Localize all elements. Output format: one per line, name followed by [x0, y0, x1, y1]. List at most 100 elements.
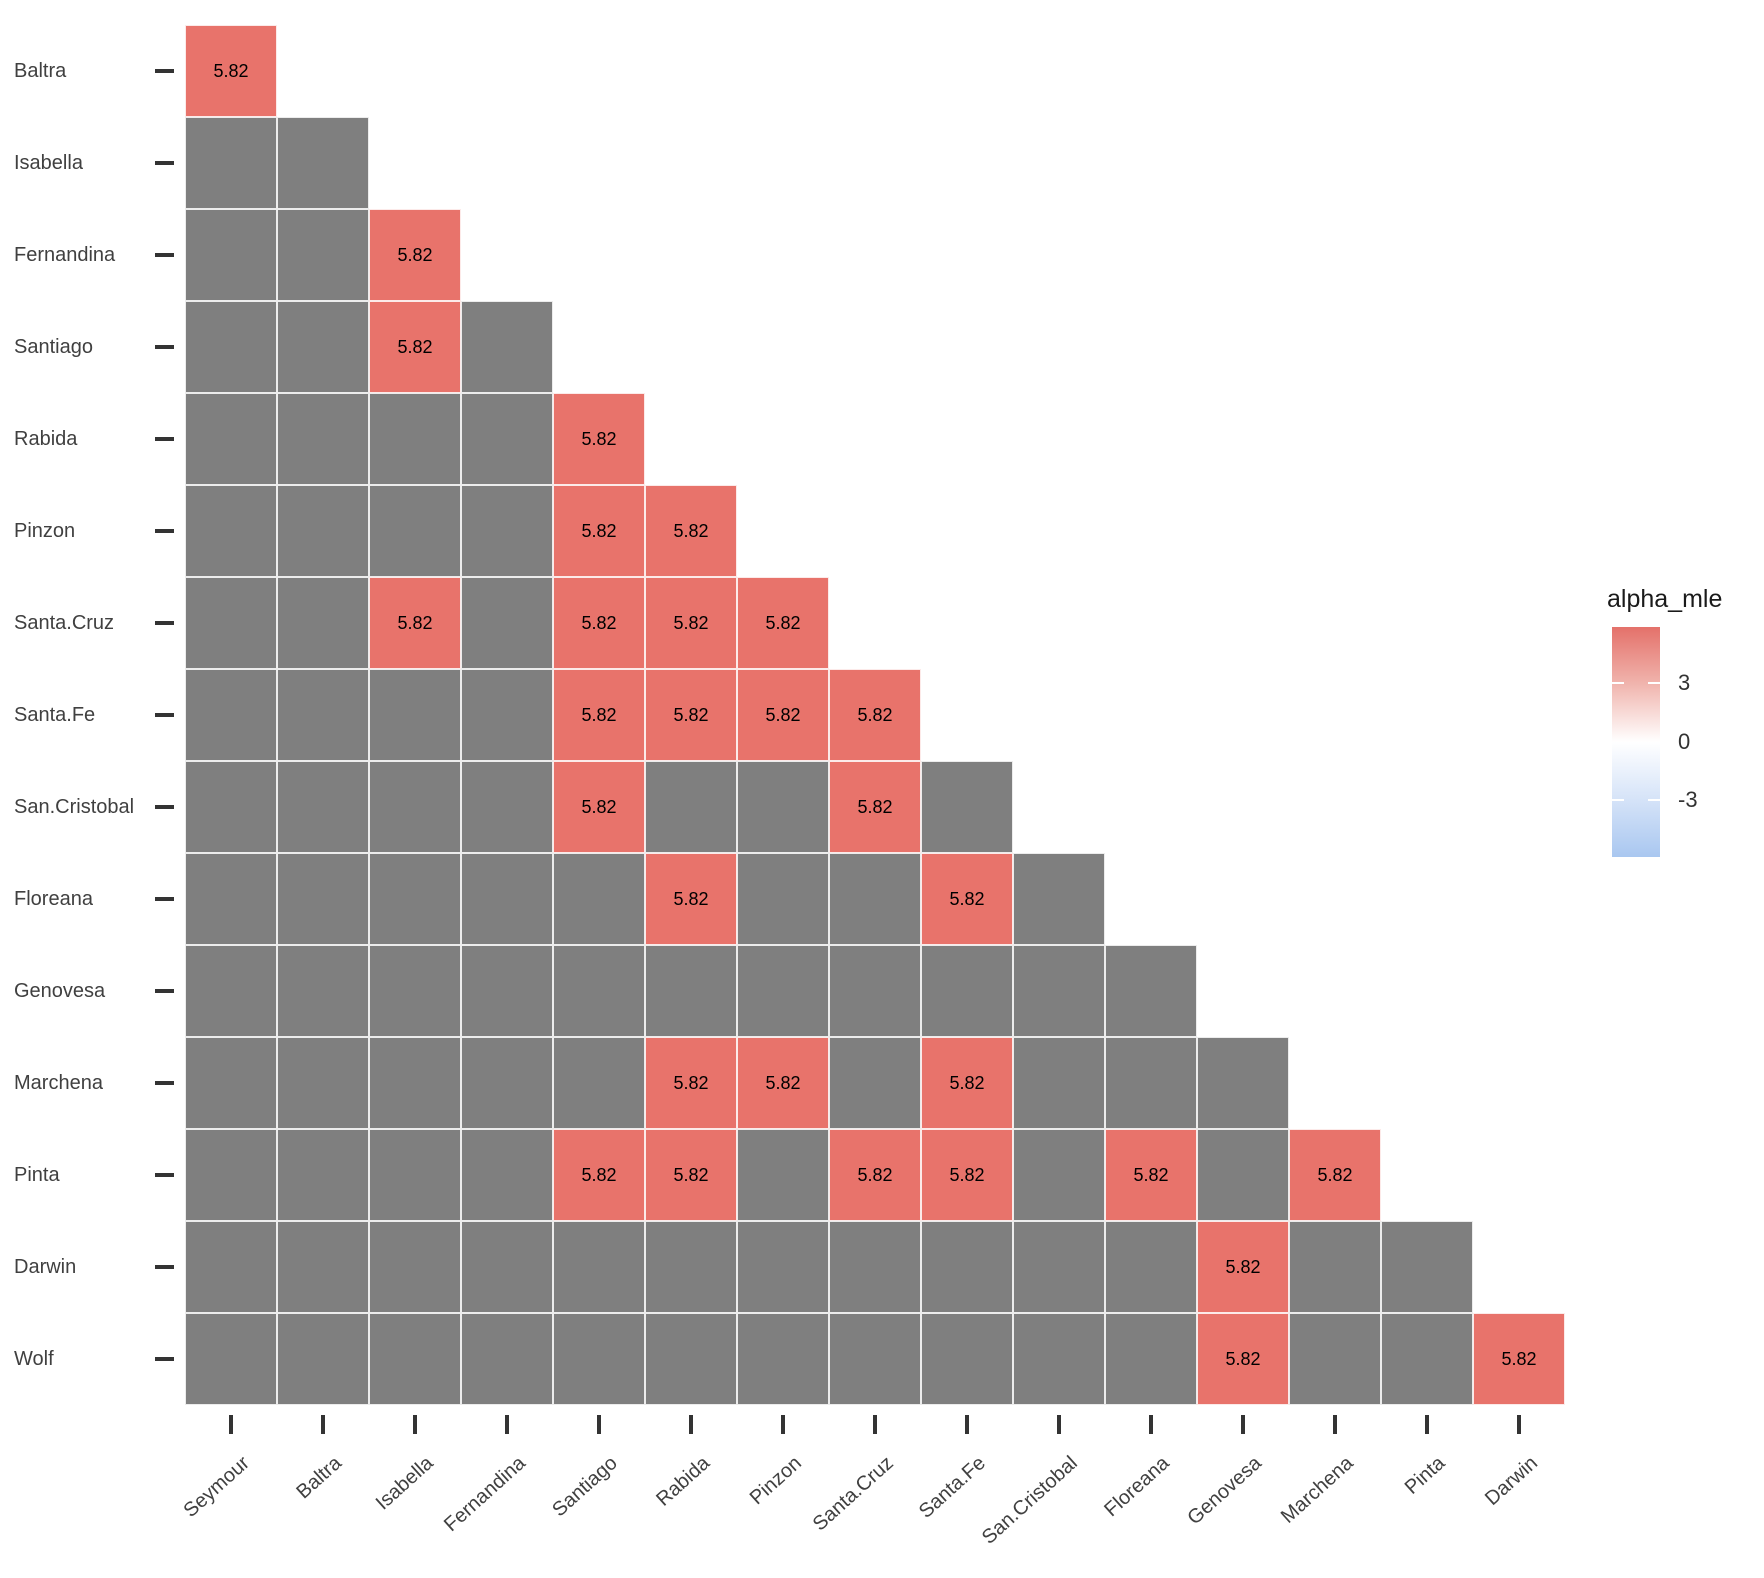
heatmap-cell [277, 1313, 369, 1405]
heatmap-cell [461, 945, 553, 1037]
cell-value-label: 5.82 [1133, 1164, 1169, 1185]
heatmap-cell: 5.82 [553, 485, 645, 577]
x-axis-label: Santiago [548, 1452, 622, 1522]
heatmap-cell [185, 1221, 277, 1313]
cell-value-label: 5.82 [581, 428, 617, 449]
heatmap-cell [553, 1221, 645, 1313]
heatmap-cell [185, 761, 277, 853]
x-axis-label: Marchena [1276, 1452, 1358, 1528]
heatmap-cell [461, 669, 553, 761]
x-axis-label: San.Cristobal [977, 1452, 1082, 1549]
y-axis-tick [155, 713, 174, 717]
heatmap-cell [185, 117, 277, 209]
heatmap-cell [369, 1313, 461, 1405]
heatmap-cell [369, 393, 461, 485]
cell-value-label: 5.82 [765, 1072, 801, 1093]
heatmap-cell: 5.82 [553, 1129, 645, 1221]
cell-value-label: 5.82 [213, 60, 249, 81]
heatmap-cell: 5.82 [645, 1037, 737, 1129]
heatmap-cell: 5.82 [553, 393, 645, 485]
heatmap-cell [553, 945, 645, 1037]
cell-value-label: 5.82 [581, 1164, 617, 1185]
cell-value-label: 5.82 [673, 704, 709, 725]
x-axis-tick [1333, 1415, 1337, 1434]
y-axis-tick [155, 253, 174, 257]
y-axis-label: Pinta [14, 1163, 60, 1186]
legend-tick-label: 3 [1678, 669, 1691, 695]
cell-value-label: 5.82 [673, 612, 709, 633]
x-axis-tick [1057, 1415, 1061, 1434]
heatmap-cell [277, 853, 369, 945]
heatmap-cell [461, 1313, 553, 1405]
cell-value-label: 5.82 [1225, 1256, 1261, 1277]
heatmap-cell [829, 853, 921, 945]
heatmap-cell: 5.82 [645, 577, 737, 669]
x-axis-label: Baltra [292, 1452, 346, 1504]
heatmap-cell [369, 669, 461, 761]
cell-value-label: 5.82 [397, 612, 433, 633]
y-axis-tick [155, 989, 174, 993]
heatmap-cell [737, 1313, 829, 1405]
heatmap-cell [461, 393, 553, 485]
heatmap-cell [553, 853, 645, 945]
heatmap-cell [461, 853, 553, 945]
x-axis-tick [1149, 1415, 1153, 1434]
x-axis-tick [1241, 1415, 1245, 1434]
heatmap-cell: 5.82 [553, 669, 645, 761]
heatmap-cell: 5.82 [645, 1129, 737, 1221]
cell-value-label: 5.82 [765, 612, 801, 633]
heatmap-cell: 5.82 [1473, 1313, 1565, 1405]
y-axis-label: Darwin [14, 1255, 77, 1278]
x-axis-label: Genovesa [1183, 1452, 1266, 1530]
y-axis-tick [155, 69, 174, 73]
heatmap-cell: 5.82 [369, 301, 461, 393]
heatmap-cell [461, 761, 553, 853]
heatmap-cell [1105, 1313, 1197, 1405]
x-axis-tick [505, 1415, 509, 1434]
heatmap-cell: 5.82 [553, 577, 645, 669]
heatmap-cell [277, 393, 369, 485]
heatmap-cell [1289, 1221, 1381, 1313]
heatmap-cell [829, 945, 921, 1037]
heatmap-cell [1013, 1221, 1105, 1313]
x-axis-tick [1517, 1415, 1521, 1434]
heatmap-cell [185, 393, 277, 485]
heatmap-cell [277, 945, 369, 1037]
heatmap-cell [369, 1221, 461, 1313]
heatmap-cell [921, 1221, 1013, 1313]
heatmap-cell [185, 1129, 277, 1221]
heatmap-cell [369, 485, 461, 577]
cell-value-label: 5.82 [949, 888, 985, 909]
heatmap-cell [1197, 1037, 1289, 1129]
y-axis-label: San.Cristobal [14, 795, 135, 818]
x-axis-label: Pinzon [745, 1452, 806, 1510]
heatmap-cell [737, 945, 829, 1037]
x-axis-label: Floreana [1100, 1452, 1174, 1522]
heatmap-cell [461, 1221, 553, 1313]
y-axis-label: Rabida [14, 427, 78, 450]
legend-tick-label: -3 [1678, 786, 1698, 812]
heatmap-cell: 5.82 [921, 1129, 1013, 1221]
cell-value-label: 5.82 [857, 1164, 893, 1185]
y-axis-label: Isabella [14, 151, 83, 174]
y-axis-tick [155, 437, 174, 441]
y-axis-tick [155, 1357, 174, 1361]
x-axis-label: Seymour [179, 1452, 254, 1522]
legend-tick-mark [1648, 798, 1660, 802]
y-axis-tick [155, 805, 174, 809]
cell-value-label: 5.82 [397, 244, 433, 265]
heatmap-cell [185, 485, 277, 577]
heatmap-cell [553, 1037, 645, 1129]
heatmap-cell [645, 945, 737, 1037]
cell-value-label: 5.82 [581, 612, 617, 633]
heatmap-cell [277, 301, 369, 393]
heatmap-cell [1105, 945, 1197, 1037]
heatmap-cell: 5.82 [369, 209, 461, 301]
y-axis-tick [155, 897, 174, 901]
cell-value-label: 5.82 [857, 796, 893, 817]
heatmap-cell [645, 1221, 737, 1313]
y-axis-label: Marchena [14, 1071, 103, 1094]
heatmap-cell [185, 853, 277, 945]
heatmap-cell: 5.82 [369, 577, 461, 669]
